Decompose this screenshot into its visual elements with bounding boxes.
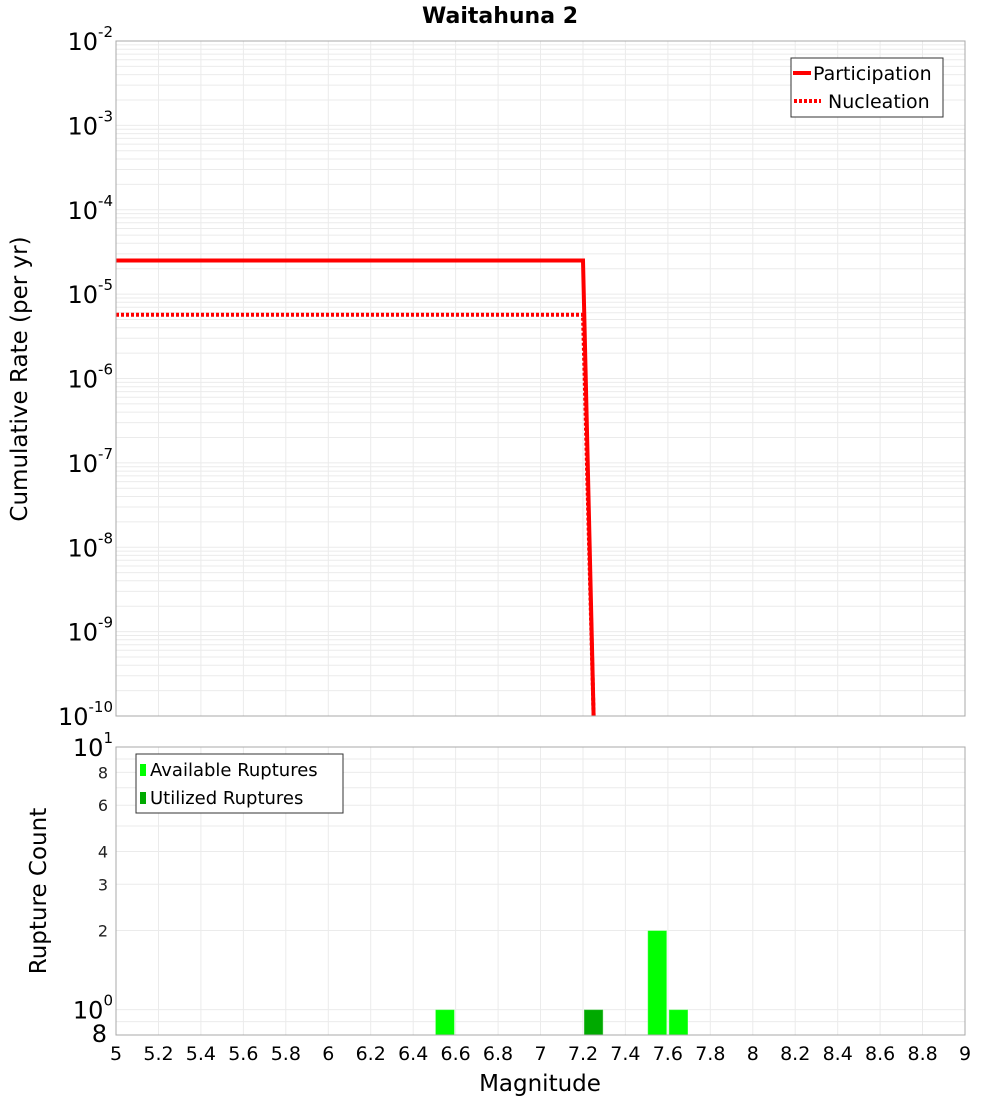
x-axis-label: Magnitude xyxy=(479,1071,601,1097)
cumulative-rate-plot: 10-2 10-3 10-4 10-5 10-6 10-7 10-8 10-9 10-10 Cu… xyxy=(7,23,966,731)
x-tick-label: 8.4 xyxy=(823,1043,853,1065)
x-tick-label: 6.8 xyxy=(483,1043,513,1065)
x-tick-label: 6.4 xyxy=(398,1043,428,1065)
top-plot-grid xyxy=(116,41,965,716)
y-tick-label: 10-4 xyxy=(67,192,113,225)
bottom-legend-box xyxy=(135,753,344,814)
y-tick-label: 6 xyxy=(98,796,108,815)
x-tick-label: 6.6 xyxy=(440,1043,470,1065)
x-axis-ticks: 5 5.2 5.4 5.6 5.8 6 6.2 6.4 6.6 6.8 7 7.2 7.4 7.6 7.8 8… xyxy=(110,1043,971,1065)
available-legend-swatch-icon xyxy=(140,764,146,776)
participation-legend-label: Participation xyxy=(813,63,932,85)
y-tick-label: 8 xyxy=(92,1020,107,1048)
x-tick-label: 7.6 xyxy=(653,1043,683,1065)
x-tick-label: 7 xyxy=(534,1043,546,1065)
y-tick-label: 10-10 xyxy=(58,698,113,731)
utilized-legend-label: Utilized Ruptures xyxy=(150,788,303,809)
y-tick-label: 4 xyxy=(98,843,108,862)
top-legend-box xyxy=(790,57,944,118)
utilized-legend-swatch-icon xyxy=(140,792,146,804)
x-tick-label: 6 xyxy=(322,1043,334,1065)
top-y-axis-label: Cumulative Rate (per yr) xyxy=(7,236,33,521)
x-tick-label: 5 xyxy=(110,1043,122,1065)
available-rupture-bar xyxy=(647,930,668,1035)
y-tick-label: 10-6 xyxy=(67,361,113,394)
x-tick-label: 7.4 xyxy=(610,1043,640,1065)
x-tick-label: 8.6 xyxy=(865,1043,895,1065)
x-tick-label: 8.2 xyxy=(780,1043,810,1065)
bottom-plot-bars xyxy=(434,930,689,1035)
y-tick-label: 10-2 xyxy=(67,23,113,56)
y-tick-label: 8 xyxy=(98,763,108,782)
bottom-legend: Available Ruptures Utilized Ruptures xyxy=(135,753,344,814)
x-tick-label: 6.2 xyxy=(356,1043,386,1065)
x-tick-label: 5.4 xyxy=(186,1043,216,1065)
x-tick-label: 5.8 xyxy=(271,1043,301,1065)
top-plot-series xyxy=(116,258,596,716)
y-tick-label: 101 xyxy=(73,729,113,762)
y-tick-label: 10-8 xyxy=(67,529,113,562)
bottom-y-axis-label: Rupture Count xyxy=(26,808,52,974)
x-tick-label: 5.6 xyxy=(228,1043,258,1065)
x-tick-label: 7.8 xyxy=(695,1043,725,1065)
y-tick-label: 3 xyxy=(98,875,108,894)
top-y-axis-ticks: 10-2 10-3 10-4 10-5 10-6 10-7 10-8 10-9 10-10 xyxy=(58,23,113,731)
nucleation-line xyxy=(116,312,596,716)
y-tick-label: 100 xyxy=(73,992,113,1025)
y-tick-label: 10-9 xyxy=(67,614,113,647)
x-tick-label: 8 xyxy=(747,1043,759,1065)
available-legend-label: Available Ruptures xyxy=(150,760,318,781)
x-tick-label: 5.2 xyxy=(143,1043,173,1065)
x-tick-label: 8.8 xyxy=(907,1043,937,1065)
top-legend: Participation Nucleation xyxy=(790,57,944,118)
available-rupture-bar xyxy=(434,1009,455,1035)
bottom-plot-border xyxy=(115,746,966,1036)
nucleation-legend-label: Nucleation xyxy=(828,91,930,113)
chart-title: Waitahuna 2 xyxy=(422,4,578,29)
available-rupture-bar xyxy=(668,1009,689,1035)
y-tick-label: 10-3 xyxy=(67,107,113,140)
top-plot-border xyxy=(115,40,966,717)
y-tick-label: 10-7 xyxy=(67,445,113,478)
y-tick-label: 2 xyxy=(98,922,108,941)
utilized-rupture-bar xyxy=(583,1009,604,1035)
x-tick-label: 9 xyxy=(959,1043,971,1065)
x-tick-label: 7.2 xyxy=(568,1043,598,1065)
y-tick-label: 10-5 xyxy=(67,276,113,309)
